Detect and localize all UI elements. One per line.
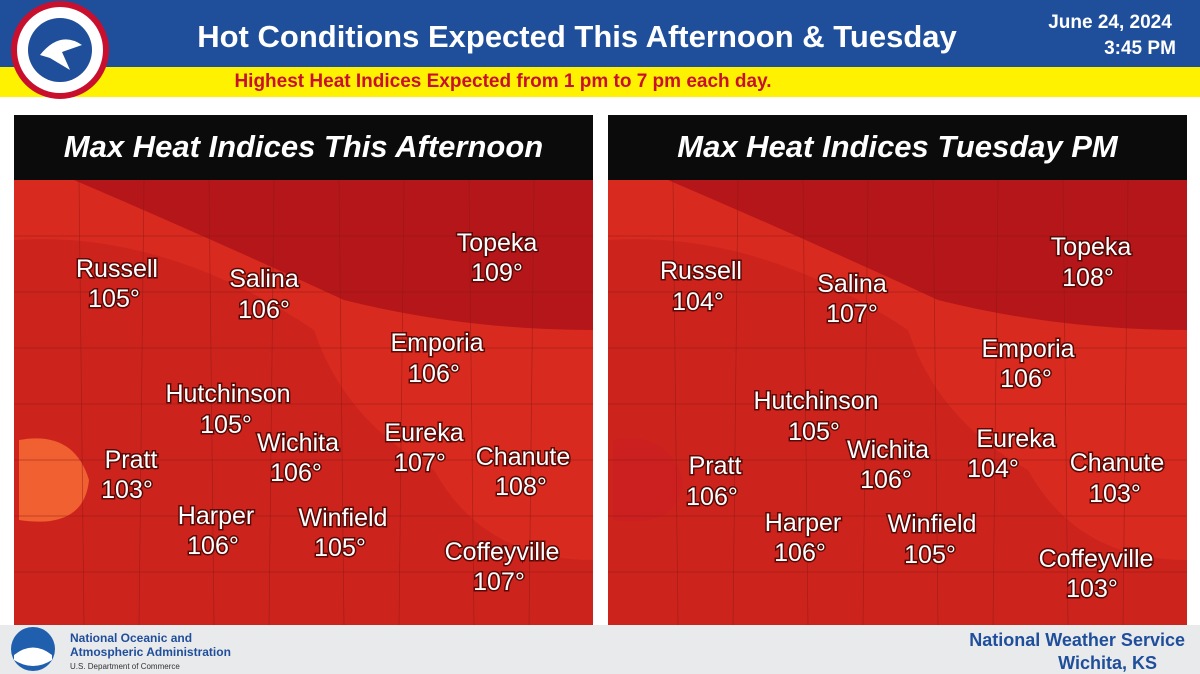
city-name: Russell: [76, 255, 158, 283]
city-name: Chanute: [476, 443, 571, 471]
county-line: [268, 179, 275, 626]
city-name: Hutchinson: [165, 380, 290, 408]
city-name: Coffeyville: [1039, 545, 1154, 573]
city-heat-index: 105°: [200, 411, 252, 439]
city-heat-index: 106°: [238, 296, 290, 324]
footer-band: [0, 625, 1200, 674]
header-band: [0, 0, 1200, 67]
county-line: [78, 179, 85, 626]
subtitle: Highest Heat Indices Expected from 1 pm …: [234, 71, 771, 92]
city-heat-index: 105°: [788, 418, 840, 446]
city-heat-index: 105°: [904, 541, 956, 569]
heat-zone-high: [74, 180, 593, 330]
city-name: Emporia: [390, 329, 483, 357]
county-line: [802, 179, 809, 626]
city-name: Pratt: [105, 446, 158, 474]
city-name: Winfield: [299, 504, 388, 532]
county-line: [1062, 179, 1069, 626]
city-name: Eureka: [976, 425, 1055, 453]
city-name: Topeka: [1051, 233, 1132, 261]
city-heat-index: 106°: [860, 466, 912, 494]
city-heat-index: 106°: [774, 539, 826, 567]
city-heat-index: 106°: [408, 360, 460, 388]
city-heat-index: 105°: [88, 285, 140, 313]
city-name: Salina: [817, 270, 887, 298]
city-name: Eureka: [384, 419, 463, 447]
county-line: [672, 179, 679, 626]
city-name: Hutchinson: [753, 387, 878, 415]
heat-zone-low: [14, 239, 593, 625]
heat-zone-high: [668, 180, 1187, 330]
city-name: Salina: [229, 265, 299, 293]
noaa-name: Atmospheric Administration: [70, 645, 231, 659]
city-name: Harper: [178, 502, 254, 530]
noaa-logo-mark: [14, 647, 52, 666]
city-name: Pratt: [689, 452, 742, 480]
noaa-name: National Oceanic and: [70, 631, 192, 645]
city-heat-index: 106°: [270, 459, 322, 487]
city-name: Topeka: [457, 229, 538, 257]
heat-zone-mild: [19, 438, 89, 522]
city-heat-index: 104°: [967, 455, 1019, 483]
county-line: [208, 179, 215, 626]
county-line: [732, 179, 739, 626]
panel-title: Max Heat Indices Tuesday PM: [677, 129, 1119, 164]
city-heat-index: 106°: [686, 483, 738, 511]
city-heat-index: 108°: [1062, 264, 1114, 292]
city-heat-index: 104°: [672, 288, 724, 316]
city-name: Emporia: [981, 335, 1074, 363]
county-line: [932, 179, 939, 626]
title: Hot Conditions Expected This Afternoon &…: [197, 19, 957, 54]
city-heat-index: 108°: [495, 473, 547, 501]
county-line: [1122, 179, 1129, 626]
city-heat-index: 106°: [1000, 365, 1052, 393]
county-line: [992, 179, 999, 626]
county-line: [138, 179, 145, 626]
city-name: Russell: [660, 257, 742, 285]
city-heat-index: 103°: [101, 476, 153, 504]
city-name: Coffeyville: [445, 538, 560, 566]
noaa-department: U.S. Department of Commerce: [70, 662, 180, 671]
city-heat-index: 107°: [826, 300, 878, 328]
city-name: Wichita: [257, 429, 339, 457]
nws-name: National Weather Service: [969, 630, 1185, 650]
city-heat-index: 103°: [1089, 480, 1141, 508]
city-name: Wichita: [847, 436, 929, 464]
subtitle-band: [0, 67, 1200, 97]
county-line: [468, 179, 475, 626]
county-line: [338, 179, 345, 626]
county-line: [528, 179, 535, 626]
city-heat-index: 105°: [314, 534, 366, 562]
city-name: Winfield: [888, 510, 977, 538]
city-heat-index: 107°: [394, 449, 446, 477]
county-line: [862, 179, 869, 626]
heat-zone-mild: [613, 438, 683, 522]
office: Wichita, KS: [1058, 653, 1157, 673]
city-heat-index: 103°: [1066, 575, 1118, 603]
panel-title: Max Heat Indices This Afternoon: [64, 129, 543, 164]
nws-logo-mark: [40, 39, 82, 70]
city-name: Chanute: [1070, 449, 1165, 477]
city-heat-index: 109°: [471, 259, 523, 287]
panel-title-bar: [14, 115, 593, 180]
city-heat-index: 106°: [187, 532, 239, 560]
county-line: [398, 179, 405, 626]
heat-zone-low: [608, 239, 1187, 625]
panel-title-bar: [608, 115, 1187, 180]
map-panel: Max Heat Indices Tuesday PM Russell 104° Sa…: [608, 115, 1187, 626]
city-name: Harper: [765, 509, 841, 537]
time: 3:45 PM: [1104, 38, 1176, 59]
map-panel: Max Heat Indices This AfternoonRussell10…: [14, 115, 593, 626]
city-heat-index: 107°: [473, 568, 525, 596]
date: June 24, 2024: [1048, 12, 1172, 33]
